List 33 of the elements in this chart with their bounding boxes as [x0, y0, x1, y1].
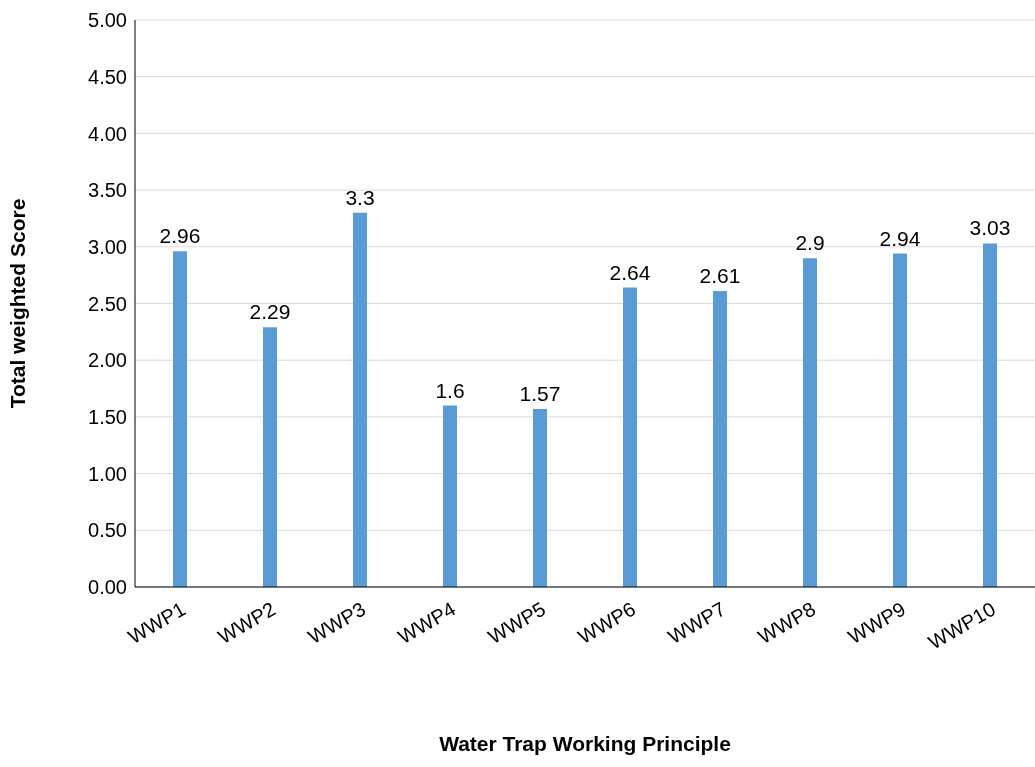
data-label: 2.9 [795, 231, 825, 255]
y-tick-label: 1.50 [88, 406, 127, 428]
y-tick-label: 4.00 [88, 122, 127, 145]
bar [893, 253, 907, 587]
y-axis-title: Total weighted Score [6, 198, 30, 409]
bar [353, 212, 367, 587]
data-label: 3.3 [345, 185, 375, 209]
x-axis-title: Water Trap Working Principle [439, 732, 731, 755]
bar [983, 243, 997, 587]
bar [803, 258, 817, 587]
y-tick-label: 0.00 [88, 576, 127, 599]
bar [173, 251, 187, 587]
data-label: 2.61 [699, 264, 741, 288]
y-tick-label: 5.00 [88, 9, 127, 32]
data-label: 1.6 [435, 378, 465, 402]
y-tick-label: 0.50 [88, 519, 127, 542]
bar [443, 405, 457, 587]
data-label: 2.94 [879, 226, 921, 250]
bar [263, 327, 277, 587]
y-tick-label: 3.50 [88, 179, 127, 202]
data-label: 2.64 [609, 260, 651, 284]
data-label: 2.29 [249, 300, 291, 324]
y-tick-label: 2.00 [88, 349, 127, 372]
data-label: 1.57 [519, 381, 561, 405]
y-tick-label: 2.50 [88, 292, 127, 315]
bar [713, 291, 727, 587]
bar [623, 287, 637, 587]
bar [533, 408, 547, 587]
y-tick-label: 3.00 [88, 235, 127, 258]
data-label: 3.03 [969, 216, 1011, 240]
y-tick-label: 1.00 [88, 462, 127, 485]
data-label: 2.96 [159, 224, 201, 248]
y-tick-label: 4.50 [88, 65, 127, 88]
